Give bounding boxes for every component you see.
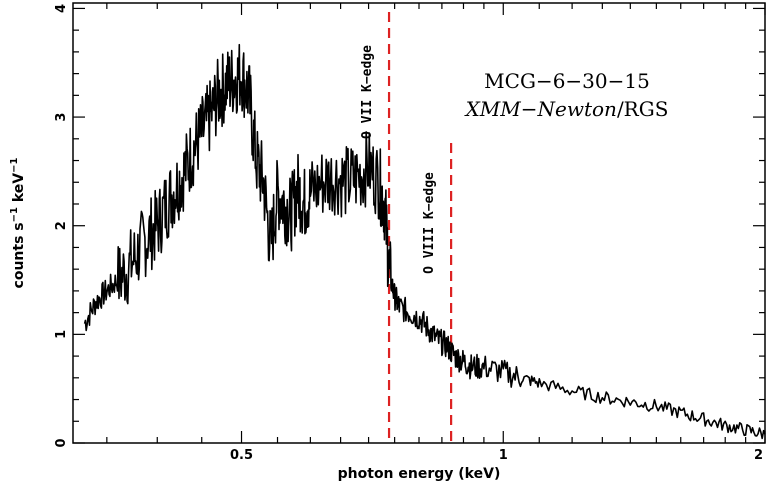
series-layer bbox=[83, 43, 766, 440]
edges-layer: O VII K−edge O VIII K−edge bbox=[360, 12, 453, 443]
y-axis-title-mid: keV bbox=[11, 173, 27, 207]
y-axis-title: counts s−1 keV−1 bbox=[9, 158, 27, 289]
edge-label: O VIII K−edge bbox=[422, 172, 437, 274]
x-tick-label: 0.5 bbox=[230, 448, 253, 463]
y-tick-label: 1 bbox=[54, 330, 69, 339]
y-tick-label: 2 bbox=[54, 221, 69, 230]
annotation-instrument-rest: /RGS bbox=[617, 97, 668, 121]
y-tick-label: 3 bbox=[54, 113, 69, 122]
x-axis-title: photon energy (keV) bbox=[338, 466, 501, 482]
x-tick-label: 1 bbox=[499, 448, 508, 463]
y-axis-title-main: counts s bbox=[11, 222, 27, 288]
ticks-layer: 0 1 2 3 4 0.5 1 2 bbox=[54, 3, 766, 463]
annotation-instrument-italic: XMM−Newton bbox=[464, 97, 617, 121]
y-tick-label: 0 bbox=[54, 438, 69, 447]
annotation-source-name: MCG−6−30−15 bbox=[484, 69, 650, 93]
y-tick-label: 4 bbox=[54, 4, 69, 13]
annotation-instrument: XMM−Newton/RGS bbox=[464, 97, 669, 121]
x-tick-label: 2 bbox=[754, 448, 763, 463]
spectrum-line bbox=[83, 43, 766, 440]
y-axis-title-sup1: −1 bbox=[9, 207, 20, 222]
edge-label: O VII K−edge bbox=[360, 45, 375, 139]
y-axis-title-sup2: −1 bbox=[9, 158, 20, 173]
